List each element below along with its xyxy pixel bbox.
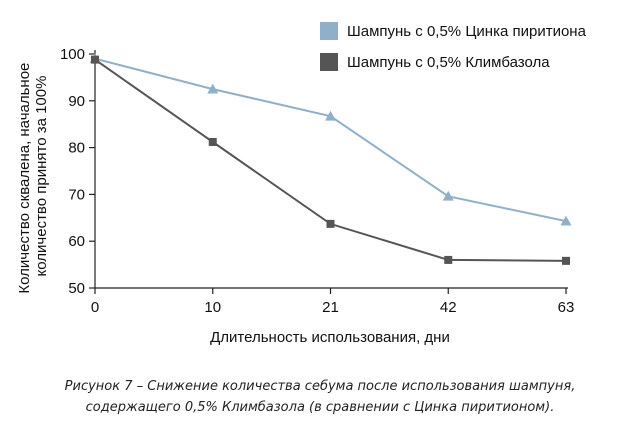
x-tick-label-10: 10: [204, 299, 221, 316]
y-axis-title: Количество сквалена, начальное количеств…: [16, 58, 50, 293]
data-point-s1-x21: [325, 110, 336, 121]
data-point-s2-x63: [562, 256, 570, 265]
y-axis-title-line-1: Количество сквалена, начальное: [16, 63, 33, 294]
y-tick-label-60: 60: [68, 233, 85, 250]
data-point-s2-x10: [208, 137, 217, 146]
series-line-1: [94, 57, 567, 223]
y-ticks: 50 60 70 80 90 100: [60, 46, 95, 297]
x-tick-label-63: 63: [558, 299, 575, 316]
legend: Шампунь с 0,5% Цинка пиритиона Шампунь с …: [320, 22, 587, 71]
series-line-2: [94, 58, 567, 262]
legend-label-1: Шампунь с 0,5% Цинка пиритиона: [347, 23, 587, 40]
figure-caption: Рисунок 7 – Снижение количества себума п…: [0, 376, 640, 418]
legend-swatch-2: [320, 53, 338, 71]
x-tick-label-0: 0: [91, 299, 99, 316]
data-point-s1-x10: [207, 83, 219, 94]
data-point-s2-x0: [91, 55, 99, 64]
y-tick-label-90: 90: [68, 93, 85, 110]
y-tick-label-50: 50: [68, 280, 85, 297]
series-2-шампунь-с-0-5-климбазола: [91, 55, 570, 265]
series-1-шампунь-с-0-5-цинка-пиритиона: [89, 53, 572, 226]
series-layer: [89, 53, 572, 265]
legend-swatch-1: [320, 22, 338, 40]
caption-line-1: Рисунок 7 – Снижение количества себума п…: [64, 379, 576, 394]
data-point-s1-x63: [560, 215, 572, 226]
line-chart: 50 60 70 80 90 100 0 10 21 42 63 Длительность исп…: [16, 22, 587, 346]
x-ticks: 0 10 21 42 63: [91, 288, 575, 316]
x-tick-label-42: 42: [440, 299, 457, 316]
caption-line-2: содержащего 0,5% Климбазола (в сравнении…: [85, 400, 555, 415]
data-point-s2-x21: [326, 219, 335, 228]
legend-label-2: Шампунь с 0,5% Климбазола: [347, 54, 550, 71]
y-axis-title-line-2: количество принято за 100%: [33, 76, 50, 277]
y-tick-label-80: 80: [68, 140, 85, 157]
y-tick-label-70: 70: [68, 186, 85, 203]
data-point-s1-x42: [442, 190, 454, 201]
y-tick-label-100: 100: [60, 46, 85, 63]
x-axis-title: Длительность использования, дни: [210, 329, 450, 346]
axes: [94, 50, 568, 289]
x-tick-label-21: 21: [322, 299, 339, 316]
data-point-s2-x42: [444, 255, 453, 264]
